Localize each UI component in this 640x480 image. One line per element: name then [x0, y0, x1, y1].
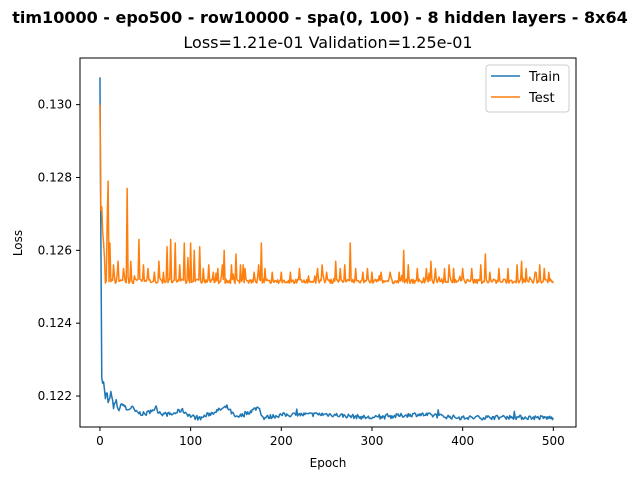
- legend-label-test: Test: [528, 91, 555, 106]
- x-tick-label: 200: [270, 434, 293, 448]
- y-axis-ticks: 0.122 0.124 0.126 0.128 0.130: [38, 98, 80, 403]
- x-tick-label: 0: [96, 434, 104, 448]
- x-axis-ticks: 0 100 200 300 400 500: [96, 427, 565, 448]
- y-tick-label: 0.128: [38, 170, 72, 184]
- y-tick-label: 0.122: [38, 389, 72, 403]
- x-tick-label: 500: [542, 434, 565, 448]
- plot-area: 0 100 200 300 400 500 0.1220.1240.1260.1280.1…: [38, 57, 577, 448]
- y-axis-label: Loss: [11, 230, 25, 256]
- chart-title: tim10000 - epo500 - row10000 - spa(0, 10…: [12, 8, 627, 27]
- series-line-train: [99, 77, 554, 421]
- series-lines: [99, 77, 555, 421]
- x-axis-label: Epoch: [310, 456, 347, 470]
- x-tick-label: 100: [179, 434, 202, 448]
- legend: Train Test: [485, 64, 570, 113]
- plot-frame: [79, 57, 577, 428]
- x-tick-label: 300: [361, 434, 384, 448]
- y-tick-label: 0.126: [38, 243, 72, 257]
- series-line-test: [99, 104, 555, 285]
- legend-label-train: Train: [528, 70, 560, 85]
- x-tick-label: 400: [451, 434, 474, 448]
- chart-subtitle: Loss=1.21e-01 Validation=1.25e-01: [183, 33, 472, 52]
- y-tick-label: 0.130: [38, 98, 72, 112]
- y-tick-label: 0.124: [38, 316, 72, 330]
